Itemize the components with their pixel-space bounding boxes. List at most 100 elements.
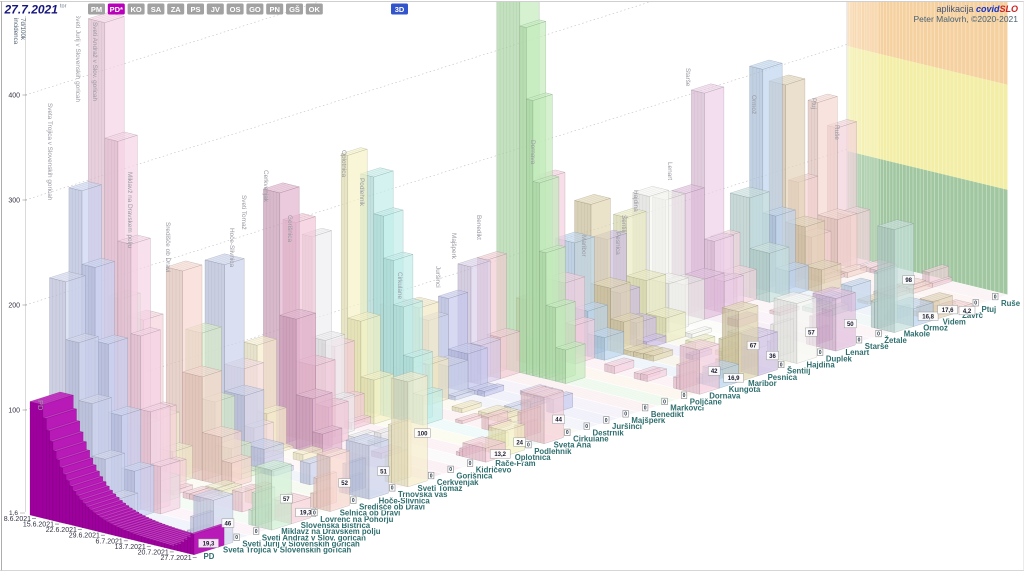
svg-text:ZA: ZA [171, 5, 182, 14]
svg-text:51: 51 [380, 469, 387, 475]
svg-text:Duplek: Duplek [826, 354, 853, 363]
svg-text:400: 400 [8, 93, 20, 100]
svg-text:300: 300 [8, 198, 20, 205]
svg-text:Benedikt: Benedikt [651, 410, 684, 419]
svg-text:67: 67 [750, 344, 757, 350]
svg-text:PM: PM [91, 5, 102, 14]
svg-text:Juršinci: Juršinci [612, 422, 642, 431]
svg-text:44: 44 [555, 418, 562, 424]
svg-text:incidenca: incidenca [12, 18, 19, 45]
svg-text:Sveti Andraž v Slov. goricah: Sveti Andraž v Slov. goricah [262, 533, 366, 542]
svg-text:Ptuj: Ptuj [810, 98, 817, 109]
svg-text:8.6.2021: 8.6.2021 [4, 516, 31, 523]
svg-text:aplikacija covidSLO: aplikacija covidSLO [936, 4, 1018, 14]
svg-text:19,3: 19,3 [300, 511, 312, 517]
svg-text:0: 0 [235, 535, 238, 541]
svg-text:Trnovska vas: Trnovska vas [398, 490, 448, 499]
svg-text:Podlehnik: Podlehnik [358, 178, 365, 207]
svg-text:Sveti Andraž v Slov. goricah: Sveti Andraž v Slov. goricah [91, 22, 98, 102]
svg-text:Hoče-Slivnica: Hoče-Slivnica [379, 496, 431, 505]
svg-text:27.7.2021: 27.7.2021 [161, 555, 192, 562]
svg-text:0: 0 [605, 418, 608, 424]
svg-text:OK: OK [309, 5, 321, 14]
svg-text:Sveta Trojica v Slovenskih gor: Sveta Trojica v Slovenskih goricah [46, 103, 53, 201]
svg-text:Markovci: Markovci [670, 404, 704, 413]
svg-text:0: 0 [352, 498, 355, 504]
svg-text:Kidričevo: Kidričevo [476, 465, 512, 474]
svg-text:Rače-Fram: Rače-Fram [495, 459, 535, 468]
svg-text:Hoče-Slivnica: Hoče-Slivnica [228, 228, 235, 268]
svg-text:20.7.2021: 20.7.2021 [138, 549, 169, 556]
svg-text:Dornava: Dornava [709, 391, 741, 400]
svg-text:Benedikt: Benedikt [475, 215, 482, 240]
svg-text:Ruše: Ruše [1001, 299, 1021, 308]
svg-text:SA: SA [151, 5, 162, 14]
svg-text:100: 100 [417, 431, 428, 437]
svg-text:Sveti Tomaž: Sveti Tomaž [240, 195, 247, 230]
svg-text:Šentilj: Šentilj [620, 215, 629, 232]
svg-text:13.7.2021: 13.7.2021 [115, 544, 146, 551]
svg-text:Ruše: Ruše [833, 125, 840, 140]
svg-text:7d/100k: 7d/100k [19, 18, 26, 41]
svg-text:Cirkulane: Cirkulane [573, 435, 609, 444]
svg-text:Ormož: Ormož [923, 324, 948, 333]
svg-text:Majšperk: Majšperk [450, 233, 457, 260]
svg-text:PS: PS [190, 5, 200, 14]
svg-text:tor: tor [60, 4, 67, 10]
svg-text:16,8: 16,8 [922, 315, 934, 321]
svg-text:24: 24 [516, 440, 523, 446]
svg-text:22.6.2021: 22.6.2021 [46, 527, 77, 534]
svg-text:Pesnica: Pesnica [614, 232, 621, 255]
svg-text:Podlehnik: Podlehnik [534, 447, 572, 456]
svg-text:Ormož: Ormož [750, 95, 757, 114]
svg-text:36: 36 [769, 354, 776, 360]
svg-text:Peter Malovrh, ©2020-2021: Peter Malovrh, ©2020-2021 [913, 14, 1018, 24]
svg-text:Žetale: Žetale [884, 336, 907, 345]
svg-text:0: 0 [430, 473, 433, 479]
svg-text:Slovenska Bistrica: Slovenska Bistrica [301, 521, 371, 530]
svg-text:0: 0 [391, 486, 394, 492]
svg-text:17,6: 17,6 [942, 308, 954, 314]
svg-text:GŠ: GŠ [289, 5, 300, 14]
svg-text:42: 42 [711, 369, 718, 375]
svg-text:200: 200 [8, 303, 20, 310]
svg-text:PD: PD [204, 552, 215, 561]
svg-text:Oplotnica: Oplotnica [515, 453, 552, 462]
svg-text:Sveta Ana: Sveta Ana [554, 441, 592, 450]
svg-text:Poljčane: Poljčane [690, 398, 723, 407]
svg-text:0: 0 [858, 338, 861, 344]
svg-text:GO: GO [249, 5, 261, 14]
svg-text:0: 0 [994, 294, 997, 300]
svg-text:OS: OS [230, 5, 241, 14]
svg-text:Maribor: Maribor [580, 235, 587, 258]
svg-text:Cirkulane: Cirkulane [396, 272, 403, 299]
svg-text:19,3: 19,3 [203, 542, 215, 548]
svg-text:Oplotnica: Oplotnica [340, 150, 347, 177]
svg-text:0: 0 [255, 529, 258, 535]
svg-text:Cerkvenjak: Cerkvenjak [437, 478, 479, 487]
svg-text:27.7.2021: 27.7.2021 [4, 3, 59, 17]
svg-text:0: 0 [313, 510, 316, 516]
svg-text:0: 0 [566, 430, 569, 436]
svg-text:Gorišnica: Gorišnica [286, 215, 293, 242]
svg-text:Kungota: Kungota [729, 385, 761, 394]
svg-text:Središče ob Dravi: Središče ob Dravi [359, 502, 425, 511]
svg-text:0: 0 [877, 331, 880, 337]
svg-text:57: 57 [283, 497, 290, 503]
svg-text:98: 98 [905, 278, 912, 284]
svg-text:Cerkvenjak: Cerkvenjak [262, 170, 269, 203]
svg-text:0: 0 [663, 399, 666, 405]
svg-text:57: 57 [808, 330, 815, 336]
svg-text:JV: JV [211, 5, 220, 14]
svg-text:1,6: 1,6 [9, 510, 18, 517]
svg-text:Ptuj: Ptuj [982, 305, 997, 314]
svg-text:Miklavž na Dravskem polju: Miklavž na Dravskem polju [281, 527, 380, 536]
svg-text:Šentilj: Šentilj [787, 367, 810, 376]
svg-text:0: 0 [644, 406, 647, 412]
svg-text:Starše: Starše [684, 68, 691, 87]
svg-text:46: 46 [225, 521, 232, 527]
svg-text:29.6.2021: 29.6.2021 [69, 533, 100, 540]
svg-text:Zavrč: Zavrč [962, 311, 983, 320]
svg-text:0: 0 [624, 412, 627, 418]
svg-text:Juršinci: Juršinci [434, 266, 441, 288]
